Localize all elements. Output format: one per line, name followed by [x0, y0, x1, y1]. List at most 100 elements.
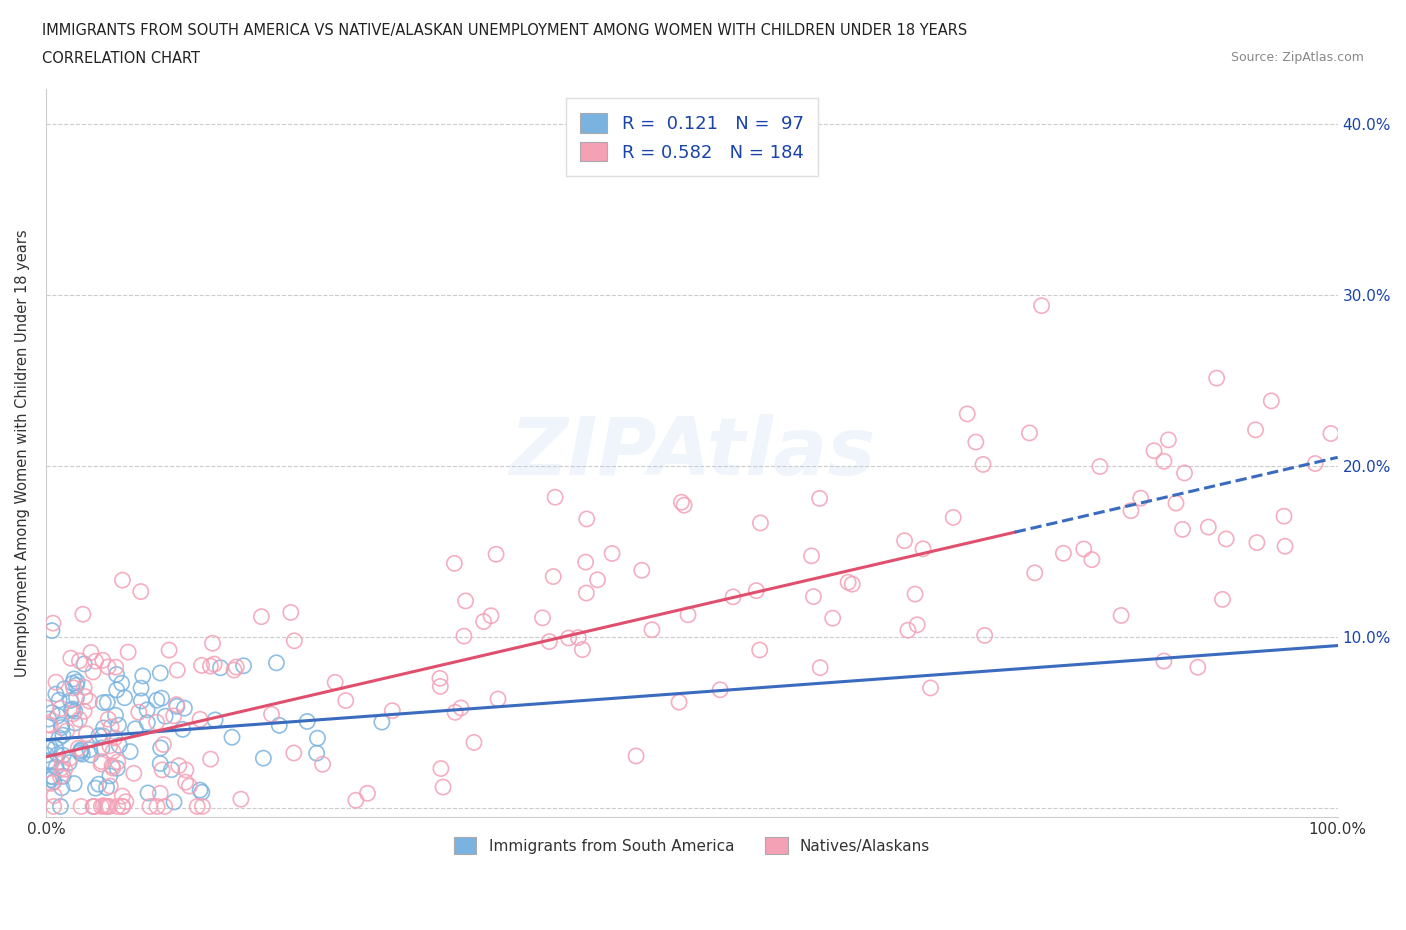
Point	[96, 799, 118, 814]
Point	[90, 740, 112, 755]
Point	[63, 715, 86, 730]
Point	[41, 623, 63, 638]
Point	[45, 675, 67, 690]
Point	[105, 667, 128, 682]
Point	[841, 577, 863, 591]
Point	[429, 671, 451, 685]
Point	[45, 686, 67, 701]
Point	[53, 682, 76, 697]
Point	[1153, 654, 1175, 669]
Point	[486, 692, 509, 707]
Point	[186, 799, 208, 814]
Point	[311, 757, 333, 772]
Point	[65, 678, 87, 693]
Point	[897, 623, 920, 638]
Point	[131, 694, 153, 709]
Point	[167, 758, 190, 773]
Point	[107, 718, 129, 733]
Point	[41, 705, 63, 720]
Point	[381, 703, 404, 718]
Text: Source: ZipAtlas.com: Source: ZipAtlas.com	[1230, 51, 1364, 64]
Point	[120, 744, 142, 759]
Point	[39, 769, 62, 784]
Point	[463, 735, 485, 750]
Point	[80, 748, 103, 763]
Point	[87, 728, 110, 743]
Point	[668, 695, 690, 710]
Point	[73, 704, 96, 719]
Point	[73, 657, 96, 671]
Point	[70, 742, 93, 757]
Point	[166, 699, 188, 714]
Point	[305, 746, 328, 761]
Point	[172, 722, 194, 737]
Point	[58, 755, 80, 770]
Point	[69, 744, 91, 759]
Point	[1215, 531, 1237, 546]
Point	[62, 707, 84, 722]
Point	[808, 491, 831, 506]
Text: CORRELATION CHART: CORRELATION CHART	[42, 51, 200, 66]
Point	[91, 695, 114, 710]
Point	[115, 794, 138, 809]
Point	[97, 711, 120, 726]
Text: IMMIGRANTS FROM SOUTH AMERICA VS NATIVE/ALASKAN UNEMPLOYMENT AMONG WOMEN WITH CH: IMMIGRANTS FROM SOUTH AMERICA VS NATIVE/…	[42, 23, 967, 38]
Point	[45, 760, 67, 775]
Point	[344, 793, 367, 808]
Point	[1303, 456, 1326, 471]
Point	[1173, 466, 1195, 481]
Point	[146, 799, 169, 814]
Point	[111, 573, 134, 588]
Point	[335, 693, 357, 708]
Point	[323, 675, 346, 690]
Point	[83, 799, 105, 814]
Point	[179, 778, 201, 793]
Point	[429, 679, 451, 694]
Point	[166, 698, 188, 712]
Point	[453, 629, 475, 644]
Point	[136, 702, 159, 717]
Point	[111, 799, 134, 814]
Point	[450, 700, 472, 715]
Point	[575, 512, 598, 526]
Point	[129, 681, 152, 696]
Point	[808, 660, 831, 675]
Point	[55, 724, 77, 738]
Point	[1197, 520, 1219, 535]
Y-axis label: Unemployment Among Women with Children Under 18 years: Unemployment Among Women with Children U…	[15, 229, 30, 677]
Point	[904, 587, 927, 602]
Point	[52, 769, 75, 784]
Point	[124, 722, 146, 737]
Point	[70, 799, 93, 814]
Point	[803, 589, 825, 604]
Point	[39, 772, 62, 787]
Point	[544, 490, 567, 505]
Point	[67, 741, 90, 756]
Point	[63, 704, 86, 719]
Point	[571, 643, 593, 658]
Point	[46, 709, 69, 724]
Point	[973, 628, 995, 643]
Point	[72, 606, 94, 621]
Point	[153, 709, 176, 724]
Point	[575, 586, 598, 601]
Point	[48, 730, 70, 745]
Point	[201, 636, 224, 651]
Point	[911, 541, 934, 556]
Point	[42, 616, 65, 631]
Point	[800, 549, 823, 564]
Point	[600, 546, 623, 561]
Point	[49, 701, 72, 716]
Point	[98, 738, 121, 753]
Point	[51, 780, 73, 795]
Point	[80, 645, 103, 660]
Point	[59, 651, 82, 666]
Point	[67, 712, 90, 727]
Point	[51, 718, 73, 733]
Point	[62, 676, 84, 691]
Point	[1260, 393, 1282, 408]
Point	[97, 659, 120, 674]
Point	[956, 406, 979, 421]
Point	[1052, 546, 1074, 561]
Point	[84, 654, 107, 669]
